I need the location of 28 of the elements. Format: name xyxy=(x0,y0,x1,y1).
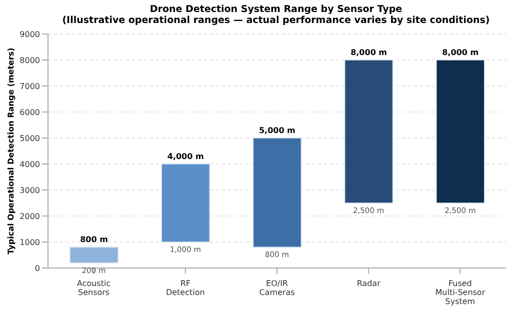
y-axis-title: Typical Operational Detection Range (meters) xyxy=(6,48,16,254)
y-tick-label: 0 xyxy=(34,264,40,273)
x-tick-label: EO/IR Cameras xyxy=(259,279,295,297)
x-tick-label: Acoustic Sensors xyxy=(76,279,111,297)
x-tick-label: Radar xyxy=(356,279,382,288)
bar xyxy=(252,138,302,248)
chart-title: Drone Detection System Range by Sensor Type xyxy=(148,4,404,15)
chart-subtitle: (Illustrative operational ranges — actual performance varies by site conditions) xyxy=(61,15,491,26)
data-label: 8,000 m xyxy=(350,48,388,57)
y-tick-label: 3000 xyxy=(20,186,40,195)
bar xyxy=(161,164,210,242)
data-label: 4,000 m xyxy=(167,152,204,161)
y-tick-label: 1000 xyxy=(20,238,40,247)
y-tick-label: 9000 xyxy=(20,30,40,39)
y-tick-label: 8000 xyxy=(20,56,40,65)
y-tick-label: 6000 xyxy=(20,108,40,117)
data-label: 8,000 m xyxy=(442,48,479,57)
bar xyxy=(344,60,394,204)
data-label: 5,000 m xyxy=(258,126,296,135)
x-tick-label: RF Detection xyxy=(166,279,205,297)
y-tick-label: 2000 xyxy=(20,212,40,221)
data-label: 800 m xyxy=(80,235,108,244)
y-tick-label: 5000 xyxy=(20,134,40,143)
bar xyxy=(70,246,118,264)
bar xyxy=(436,60,485,204)
x-tick-label: Fused Multi-Sensor System xyxy=(435,279,486,306)
y-tick-label: 7000 xyxy=(20,82,40,91)
y-tick-label: 4000 xyxy=(20,160,40,169)
